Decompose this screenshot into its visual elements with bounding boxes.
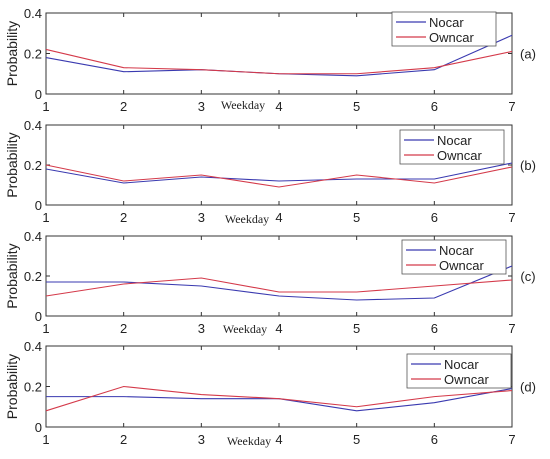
x-tick-label: 1 [42,321,49,336]
y-tick-label: 0.2 [24,380,42,395]
legend-box [406,353,512,389]
panel-label: (c) [520,269,535,284]
x-tick-label: 2 [120,432,127,447]
y-tick-label: 0.4 [24,118,42,133]
y-tick-label: 0.4 [24,6,42,21]
legend-label-nocar: Nocar [444,357,479,372]
legend-label-owncar: Owncar [429,30,474,45]
panel-label: (b) [520,158,536,173]
x-tick-label: 3 [198,432,205,447]
series-line-nocar [45,162,513,184]
x-tick-label: 4 [275,99,282,114]
x-tick-label: 4 [275,432,282,447]
x-tick-label: 5 [353,210,360,225]
panel-label: (a) [520,47,536,62]
series-line-owncar [45,277,513,297]
legend-box [399,129,505,165]
y-tick-label: 0 [35,420,42,435]
x-tick-label: 2 [120,99,127,114]
series-line-nocar [46,265,513,301]
x-tick-label: 3 [198,99,205,114]
x-tick-label: 7 [508,210,515,225]
x-tick-label: 7 [508,432,515,447]
x-axis-label: Weekday [221,98,265,112]
x-tick-label: 6 [431,99,438,114]
x-tick-label: 7 [508,99,515,114]
y-tick-label: 0 [35,87,42,102]
y-axis-label: Probability [4,21,20,86]
series-line-owncar [45,385,513,412]
legend-box [391,11,497,47]
series-line-nocar [46,387,513,412]
y-tick-label: 0.2 [24,158,42,173]
x-tick-label: 2 [120,210,127,225]
legend-label-nocar: Nocar [437,133,472,148]
x-tick-label: 1 [42,432,49,447]
legend-label-nocar: Nocar [439,243,474,258]
panel-label: (d) [520,380,536,395]
legend-label-nocar: Nocar [429,15,464,30]
x-tick-label: 7 [508,321,515,336]
x-tick-label: 4 [275,321,282,336]
legend-label-owncar: Owncar [444,372,489,387]
y-axis-label: Probability [4,132,20,197]
x-tick-label: 5 [353,99,360,114]
series-line-owncar [45,48,513,75]
y-axis-label: Probability [4,354,20,419]
x-tick-label: 1 [42,210,49,225]
y-tick-label: 0.4 [24,229,42,244]
x-tick-label: 6 [431,432,438,447]
x-axis-label: Weekday [225,212,269,226]
x-tick-label: 3 [198,210,205,225]
y-tick-label: 0.2 [24,47,42,62]
x-tick-label: 6 [431,210,438,225]
legend-label-owncar: Owncar [437,148,482,163]
x-tick-label: 5 [353,321,360,336]
x-tick-label: 5 [353,432,360,447]
x-tick-label: 1 [42,99,49,114]
x-axis-label: Weekday [223,322,267,336]
x-tick-label: 4 [275,210,282,225]
legend-label-owncar: Owncar [439,258,484,273]
x-axis-label: Weekday [227,434,271,448]
y-tick-label: 0.4 [24,339,42,354]
y-tick-label: 0 [35,309,42,324]
legend-box [401,239,507,275]
y-axis-label: Probability [4,243,20,308]
x-tick-label: 2 [120,321,127,336]
y-tick-label: 0 [35,198,42,213]
y-tick-label: 0.2 [24,269,42,284]
x-tick-label: 6 [431,321,438,336]
x-tick-label: 3 [198,321,205,336]
series-line-owncar [45,164,513,188]
